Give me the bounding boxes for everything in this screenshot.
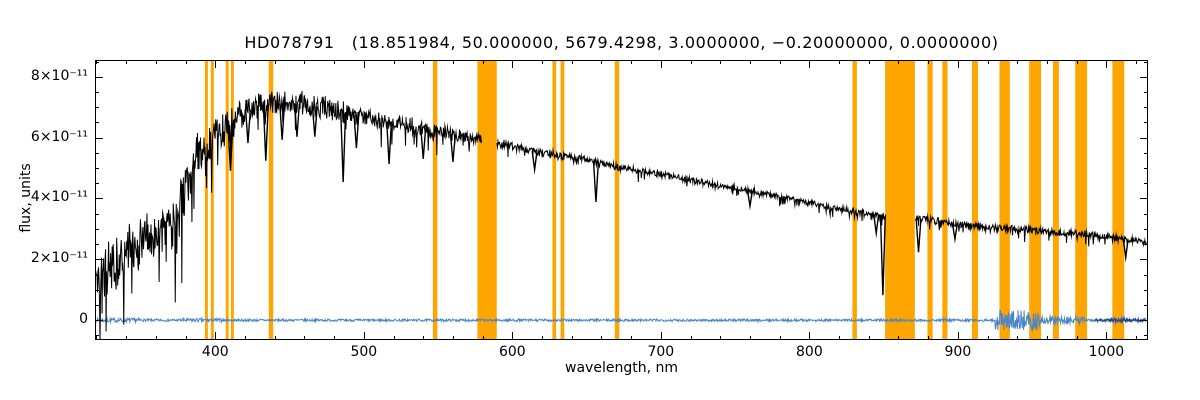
x-tick-label: 600 bbox=[498, 344, 526, 360]
x-tick-label: 700 bbox=[647, 344, 675, 360]
x-tick-label: 400 bbox=[201, 344, 229, 360]
spectrum-plot-canvas bbox=[95, 60, 1148, 340]
x-tick-label: 800 bbox=[796, 344, 823, 360]
y-tick-label: 8×10⁻¹¹ bbox=[30, 67, 88, 84]
x-tick-label: 500 bbox=[350, 344, 378, 360]
x-tick-label: 900 bbox=[944, 344, 972, 360]
x-tick-label: 1000 bbox=[1088, 344, 1125, 360]
x-axis-label: wavelength, nm bbox=[565, 360, 678, 376]
y-tick-label: 2×10⁻¹¹ bbox=[30, 250, 88, 267]
y-tick-label: 6×10⁻¹¹ bbox=[30, 128, 88, 145]
y-tick-label: 0 bbox=[79, 311, 88, 328]
plot-area bbox=[95, 60, 1148, 340]
plot-title: HD078791 (18.851984, 50.000000, 5679.429… bbox=[244, 33, 999, 52]
y-tick-label: 4×10⁻¹¹ bbox=[30, 189, 88, 206]
